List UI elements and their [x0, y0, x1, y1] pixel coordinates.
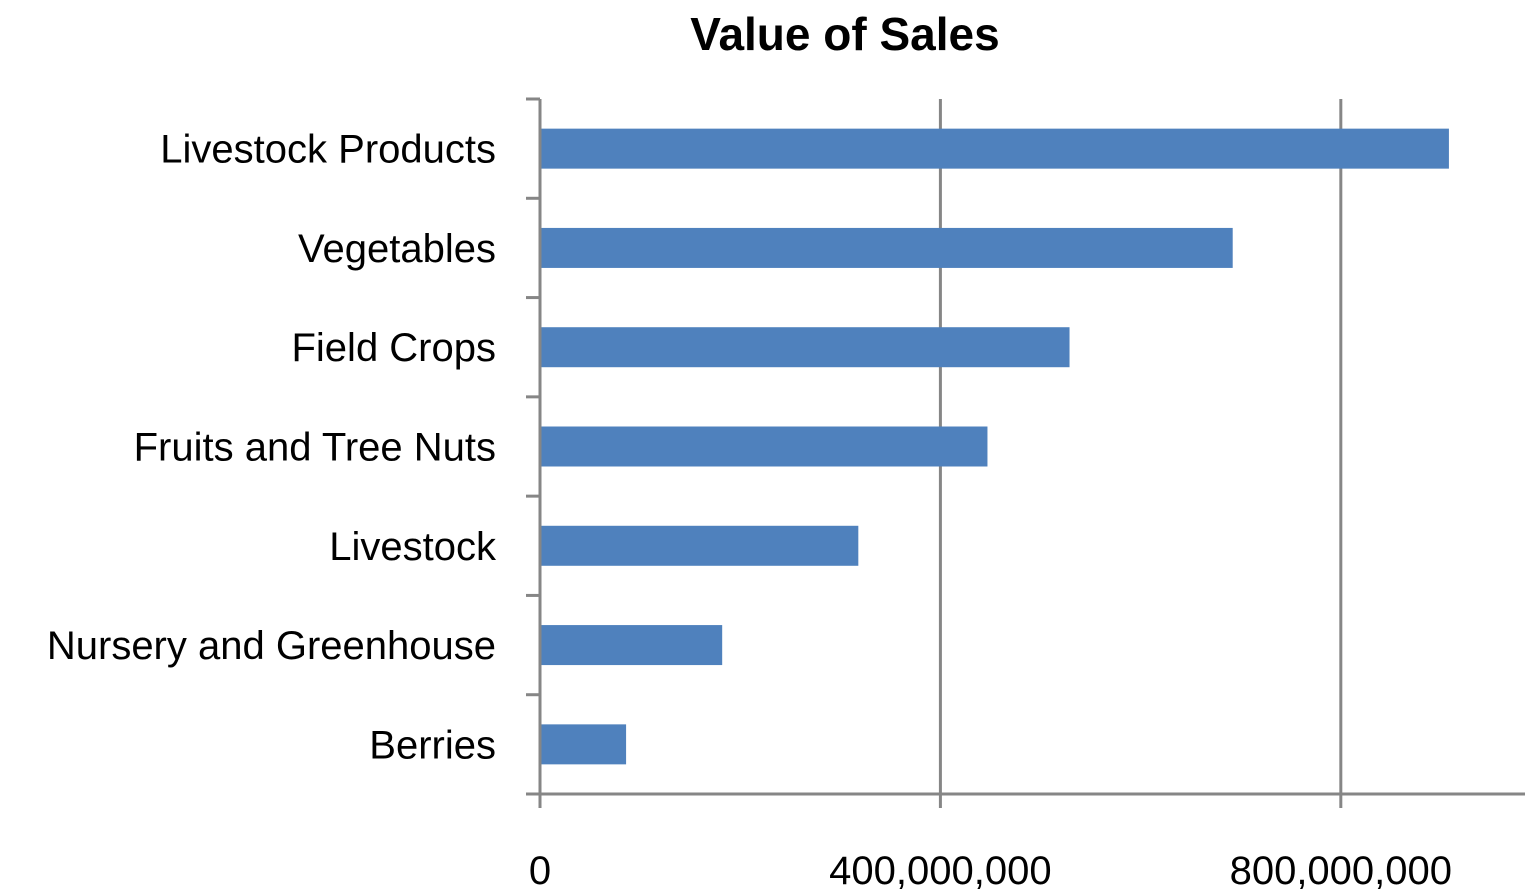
axes	[526, 97, 1525, 808]
bar-4	[540, 525, 859, 566]
bar-6	[540, 724, 627, 765]
gridlines	[938, 99, 1343, 794]
bar-1	[540, 227, 1233, 268]
category-labels: Livestock Products Vegetables Field Crops F…	[47, 128, 497, 768]
bar-0	[540, 128, 1449, 169]
x-tick-label-1: 400,000,000	[829, 849, 1051, 893]
category-label-3: Fruits and Tree Nuts	[134, 426, 496, 470]
x-tick-label-0: 0	[529, 849, 551, 893]
bar-5	[540, 625, 723, 666]
x-tick-label-2: 800,000,000	[1230, 849, 1452, 893]
category-label-0: Livestock Products	[160, 128, 496, 172]
bars	[540, 128, 1449, 765]
x-tick-labels: 0 400,000,000 800,000,000	[529, 849, 1452, 893]
category-label-6: Berries	[369, 723, 496, 767]
chart-title: Value of Sales	[690, 8, 999, 60]
category-label-5: Nursery and Greenhouse	[47, 624, 496, 668]
category-label-2: Field Crops	[291, 326, 496, 370]
bar-2	[540, 327, 1070, 368]
category-label-4: Livestock	[329, 525, 497, 569]
category-label-1: Vegetables	[298, 227, 496, 271]
bar-3	[540, 426, 988, 467]
